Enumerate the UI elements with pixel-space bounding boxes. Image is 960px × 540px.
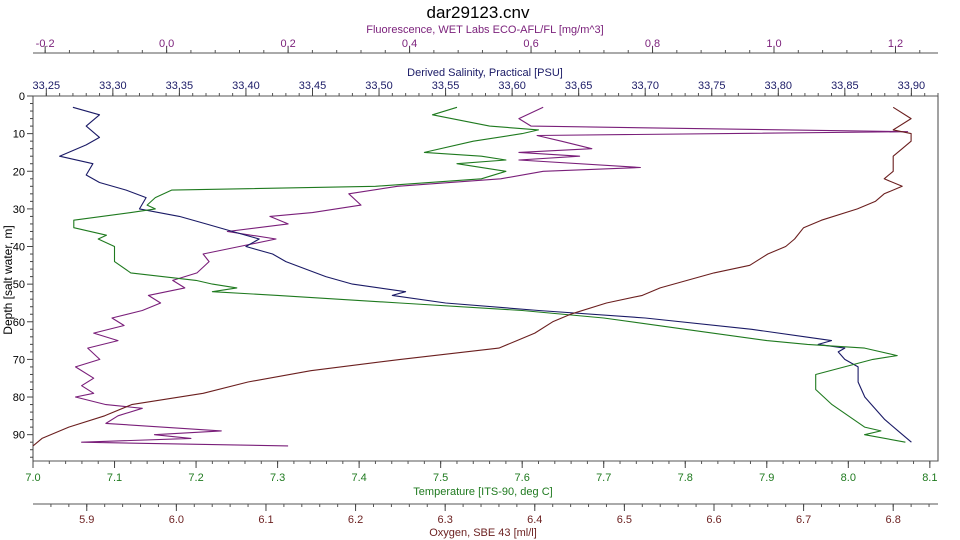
- oxygen-tick-label: 6.5: [617, 514, 632, 526]
- axes-layer: -0.2 0.0 0.2 0.4 0.6 0.8 1.0 1.2 33.25 33.30 33.35…: [13, 38, 939, 526]
- oxygen-tick-label: 6.6: [706, 514, 721, 526]
- temperature-axis-label: Temperature [ITS-90, deg C]: [413, 486, 552, 498]
- oxygen-tick-label: 6.7: [796, 514, 811, 526]
- salinity-tick-label: 33.35: [166, 80, 194, 92]
- temperature-tick-label: 7.5: [433, 472, 448, 484]
- oxygen-tick-label: 6.4: [527, 514, 542, 526]
- fluorescence-tick-label: 0.0: [159, 38, 174, 50]
- chart-title: dar29123.cnv: [426, 3, 530, 22]
- temperature-tick-label: 7.2: [188, 472, 203, 484]
- temperature-tick-label: 7.3: [270, 472, 285, 484]
- fluorescence-tick-label: 0.2: [280, 38, 295, 50]
- temperature-tick-label: 7.7: [596, 472, 611, 484]
- fluorescence-tick-label: 1.2: [888, 38, 903, 50]
- salinity-tick-label: 33.60: [498, 80, 526, 92]
- salinity-tick-label: 33.65: [565, 80, 593, 92]
- depth-tick-label: 90: [13, 430, 25, 442]
- temperature-tick-label: 7.4: [351, 472, 366, 484]
- salinity-tick-label: 33.85: [831, 80, 859, 92]
- depth-tick-label: 10: [13, 129, 25, 141]
- temperature-tick-label: 8.1: [922, 472, 937, 484]
- temperature-tick-label: 7.1: [107, 472, 122, 484]
- temperature-tick-label: 7.8: [678, 472, 693, 484]
- fluorescence-tick-label: 0.6: [523, 38, 538, 50]
- depth-tick-label: 80: [13, 392, 25, 404]
- salinity-tick-label: 33.55: [432, 80, 460, 92]
- depth-tick-label: 40: [13, 242, 25, 254]
- temperature-tick-label: 7.9: [759, 472, 774, 484]
- depth-tick-label: 70: [13, 354, 25, 366]
- oxygen-tick-label: 6.3: [438, 514, 453, 526]
- salinity-tick-label: 33.50: [365, 80, 393, 92]
- depth-tick-label: 30: [13, 204, 25, 216]
- oxygen-tick-label: 6.2: [348, 514, 363, 526]
- oxygen-tick-label: 6.0: [169, 514, 184, 526]
- fluorescence-tick-label: 0.4: [402, 38, 417, 50]
- fluorescence-series-line: [74, 106, 909, 447]
- salinity-series-line: [59, 106, 912, 443]
- depth-tick-label: 50: [13, 279, 25, 291]
- temperature-tick-label: 7.0: [25, 472, 40, 484]
- plot-area: [32, 95, 939, 462]
- oxygen-axis-label: Oxygen, SBE 43 [ml/l]: [429, 527, 537, 539]
- salinity-tick-label: 33.45: [299, 80, 327, 92]
- salinity-axis-label: Derived Salinity, Practical [PSU]: [407, 67, 563, 79]
- oxygen-tick-label: 5.9: [79, 514, 94, 526]
- salinity-tick-label: 33.90: [898, 80, 926, 92]
- salinity-tick-label: 33.25: [33, 80, 61, 92]
- temperature-series-line: [73, 106, 906, 443]
- plot-border: [32, 95, 939, 462]
- oxygen-tick-label: 6.8: [886, 514, 901, 526]
- oxygen-tick-label: 6.1: [258, 514, 273, 526]
- salinity-tick-label: 33.75: [698, 80, 726, 92]
- salinity-tick-label: 33.70: [631, 80, 659, 92]
- fluorescence-tick-label: -0.2: [36, 38, 55, 50]
- temperature-tick-label: 7.6: [515, 472, 530, 484]
- salinity-tick-label: 33.40: [232, 80, 260, 92]
- oxygen-series-line: [32, 106, 912, 447]
- series-layer: [32, 106, 912, 447]
- fluorescence-tick-label: 1.0: [766, 38, 781, 50]
- depth-tick-label: 20: [13, 166, 25, 178]
- salinity-tick-label: 33.30: [99, 80, 127, 92]
- salinity-tick-label: 33.80: [765, 80, 793, 92]
- fluorescence-tick-label: 0.8: [645, 38, 660, 50]
- depth-tick-label: 60: [13, 317, 25, 329]
- temperature-tick-label: 8.0: [841, 472, 856, 484]
- depth-tick-label: 0: [19, 91, 25, 103]
- y-axis-label: Depth [salt water, m]: [1, 225, 15, 334]
- fluorescence-axis-label: Fluorescence, WET Labs ECO-AFL/FL [mg/m^…: [366, 24, 603, 36]
